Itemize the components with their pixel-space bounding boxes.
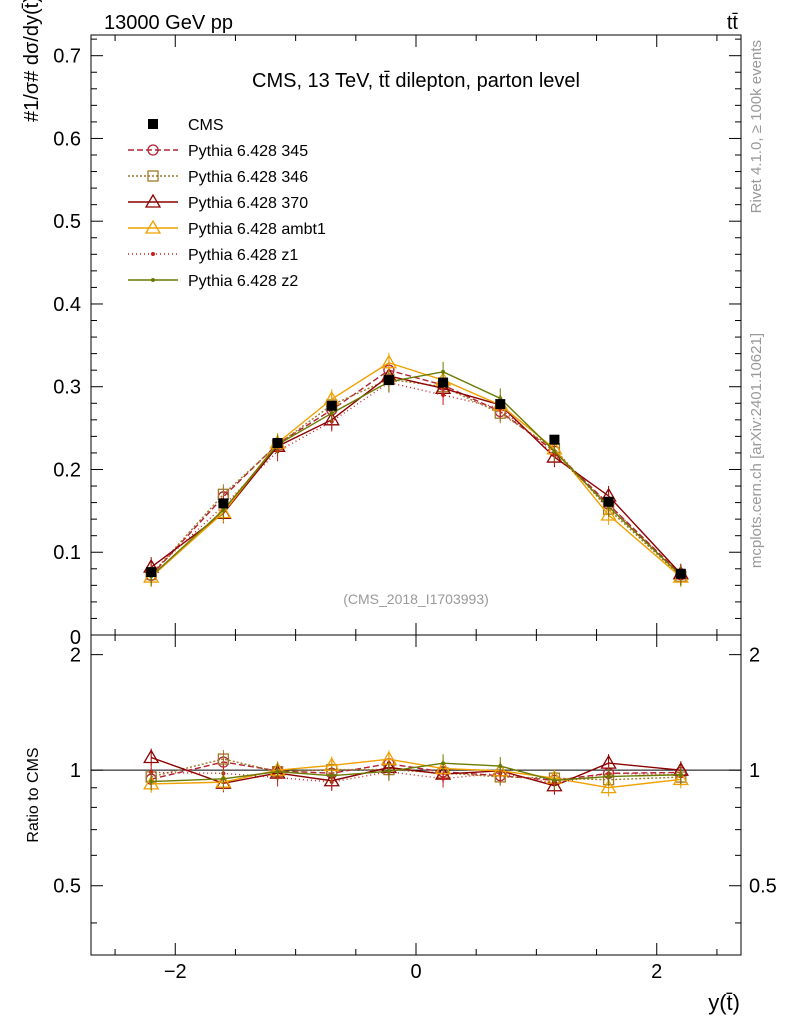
ratio-point xyxy=(329,773,334,778)
ratio-point xyxy=(275,769,280,774)
legend-label-5: Pythia 6.428 z2 xyxy=(188,273,298,290)
data-point xyxy=(495,399,506,410)
ratio-tick-label-left-2: 2 xyxy=(70,645,81,667)
y-tick-label-5: 0.6 xyxy=(53,128,81,150)
x-tick-label-1: 0 xyxy=(410,961,421,983)
ratio-point xyxy=(221,776,226,781)
ratio-tick-label-right-0: 0.5 xyxy=(749,876,777,898)
series-line-1 xyxy=(150,378,682,577)
ratio-line-3 xyxy=(151,758,681,789)
data-point xyxy=(272,438,283,448)
x-axis-title: y(t̄) xyxy=(708,990,740,1015)
ratio-line-5 xyxy=(151,762,681,783)
series-point xyxy=(441,393,446,397)
ratio-point xyxy=(149,779,154,784)
ratio-point xyxy=(441,761,446,766)
y-tick-label-4: 0.5 xyxy=(53,211,81,233)
legend-marker-2 xyxy=(144,193,162,208)
data-point xyxy=(383,375,394,386)
ratio-point xyxy=(606,774,611,779)
series-line-5 xyxy=(150,371,682,577)
ratio-panel: 0.5 1 2 0.5 1 2 Ratio to CMS −2 0 2 y(t̄… xyxy=(25,634,777,1015)
data-point xyxy=(326,400,337,411)
mcplots-label: mcplots.cern.ch [arXiv:2401.10621] xyxy=(748,333,765,568)
ratio-line-0 xyxy=(151,761,681,782)
ratio-series xyxy=(143,748,689,797)
legend-marker-3 xyxy=(144,219,162,234)
data-point xyxy=(603,496,614,507)
series-point xyxy=(552,449,557,454)
x-tick-label-2: 2 xyxy=(651,961,662,983)
y-zero-label: 0 xyxy=(70,627,81,649)
legend-marker-0 xyxy=(147,144,159,156)
ratio-tick-label-right-1: 1 xyxy=(749,760,760,782)
beam-label: 13000 GeV pp xyxy=(104,12,233,34)
legend-label-1: Pythia 6.428 346 xyxy=(188,169,308,186)
ratio-point xyxy=(386,769,391,774)
process-label: tt̄ xyxy=(727,12,739,34)
legend-marker-5 xyxy=(151,278,155,282)
ratio-tick-labels: 0.5 1 2 0.5 1 2 xyxy=(53,645,777,898)
legend-label-3: Pythia 6.428 ambt1 xyxy=(188,221,326,238)
x-tick-label-0: −2 xyxy=(164,961,187,983)
legend-label-2: Pythia 6.428 370 xyxy=(188,195,308,212)
ratio-point xyxy=(441,776,446,781)
main-y-tick-labels: 0.1 0.2 0.3 0.4 0.5 0.6 0.7 0 xyxy=(53,46,81,649)
ratio-axis-title-text: Ratio to CMS xyxy=(25,747,42,842)
analysis-id: (CMS_2018_I1703993) xyxy=(343,591,489,607)
ratio-point xyxy=(217,753,230,765)
main-panel: 0.1 0.2 0.3 0.4 0.5 0.6 0.7 0 CMS, 13 Te… xyxy=(21,0,742,649)
series-point xyxy=(600,506,617,521)
y-tick-label-1: 0.2 xyxy=(53,459,81,481)
ratio-line-2 xyxy=(150,756,681,787)
y-tick-label-0: 0.1 xyxy=(53,542,81,564)
y-tick-label-2: 0.3 xyxy=(53,377,81,399)
ratio-point xyxy=(678,772,683,777)
legend: CMS Pythia 6.428 345 Pythia 6.428 346 Py… xyxy=(128,117,326,290)
ratio-tick-label-left-1: 1 xyxy=(70,760,81,782)
x-tick-labels: −2 0 2 xyxy=(164,961,662,983)
y-tick-label-6: 0.7 xyxy=(53,46,81,68)
y-axis-title-text: #1/σ# dσ/dy(t̄) xyxy=(21,0,43,122)
data-point xyxy=(218,498,229,509)
series-line-2 xyxy=(150,375,682,575)
main-series xyxy=(143,352,689,588)
data-point xyxy=(675,568,686,579)
ratio-tick-label-left-0: 0.5 xyxy=(53,876,81,898)
ratio-point xyxy=(672,771,689,786)
data-point xyxy=(438,377,449,388)
data-point xyxy=(549,434,560,445)
series-point xyxy=(221,508,226,513)
ratio-point xyxy=(552,778,557,783)
ratio-point xyxy=(600,779,617,794)
y-axis-title: #1/σ# dσ/dy(t̄) xyxy=(21,0,43,122)
legend-marker-data xyxy=(148,119,158,129)
ratio-frame xyxy=(90,634,742,956)
legend-label-data: CMS xyxy=(188,117,224,134)
ratio-point xyxy=(149,770,154,775)
rivet-label: Rivet 4.1.0, ≥ 100k events xyxy=(748,40,765,213)
series-line-4 xyxy=(150,381,682,576)
series-point xyxy=(441,369,446,374)
series-point xyxy=(380,354,398,369)
legend-marker-4 xyxy=(151,252,155,256)
ratio-tick-label-right-2: 2 xyxy=(749,645,760,667)
ratio-ticks xyxy=(91,635,741,955)
ratio-point xyxy=(143,749,160,764)
legend-marker-1 xyxy=(147,170,159,182)
series-line-3 xyxy=(150,361,682,578)
chart-title: CMS, 13 TeV, tt̄ dilepton, parton level xyxy=(252,70,580,92)
ratio-axis-title: Ratio to CMS xyxy=(25,747,42,842)
data-point xyxy=(146,567,157,578)
main-ticks xyxy=(91,35,741,636)
y-tick-label-3: 0.4 xyxy=(53,294,81,316)
ratio-point xyxy=(498,764,503,769)
legend-label-4: Pythia 6.428 z1 xyxy=(188,247,298,264)
series-line-0 xyxy=(150,369,682,576)
series-point xyxy=(329,411,334,416)
legend-label-0: Pythia 6.428 345 xyxy=(188,143,308,160)
